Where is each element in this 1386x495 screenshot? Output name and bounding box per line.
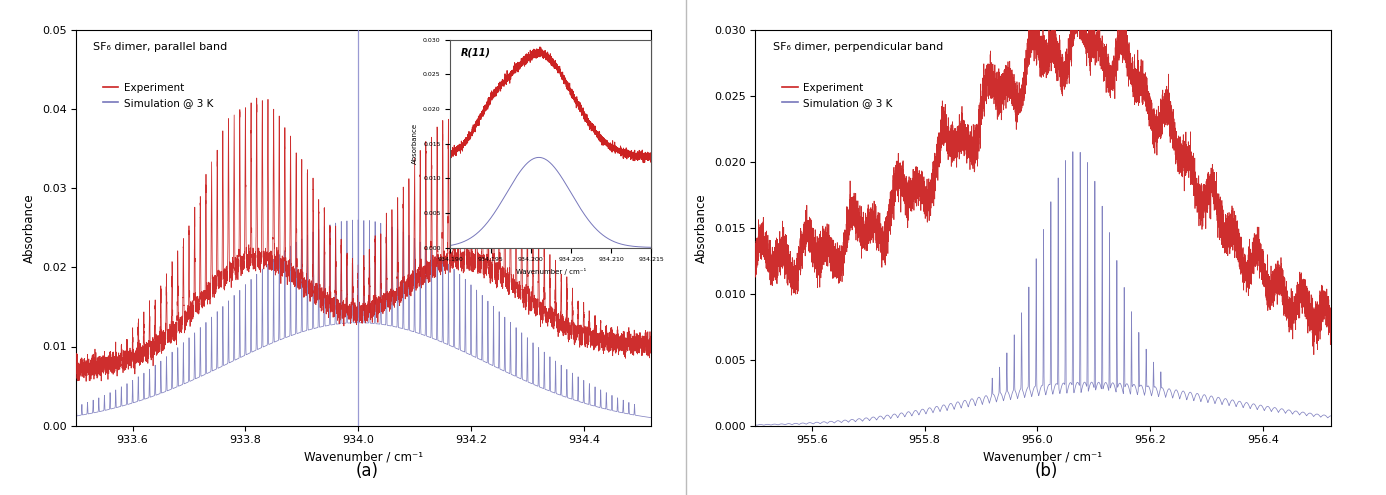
X-axis label: Wavenumber / cm⁻¹: Wavenumber / cm⁻¹: [305, 451, 423, 464]
Text: SF₆ dimer, perpendicular band: SF₆ dimer, perpendicular band: [772, 42, 942, 51]
Text: (a): (a): [356, 462, 378, 480]
Text: R(11): R(11): [460, 48, 491, 58]
Y-axis label: Absorbance: Absorbance: [696, 193, 708, 262]
Legend: Experiment, Simulation @ 3 K: Experiment, Simulation @ 3 K: [98, 79, 218, 112]
Text: SF₆ dimer, parallel band: SF₆ dimer, parallel band: [93, 42, 227, 51]
X-axis label: Wavenumber / cm⁻¹: Wavenumber / cm⁻¹: [516, 268, 586, 275]
Y-axis label: Absorbance: Absorbance: [412, 123, 417, 164]
Y-axis label: Absorbance: Absorbance: [24, 193, 36, 262]
Text: (b): (b): [1035, 462, 1058, 480]
X-axis label: Wavenumber / cm⁻¹: Wavenumber / cm⁻¹: [984, 451, 1102, 464]
Legend: Experiment, Simulation @ 3 K: Experiment, Simulation @ 3 K: [778, 79, 897, 112]
